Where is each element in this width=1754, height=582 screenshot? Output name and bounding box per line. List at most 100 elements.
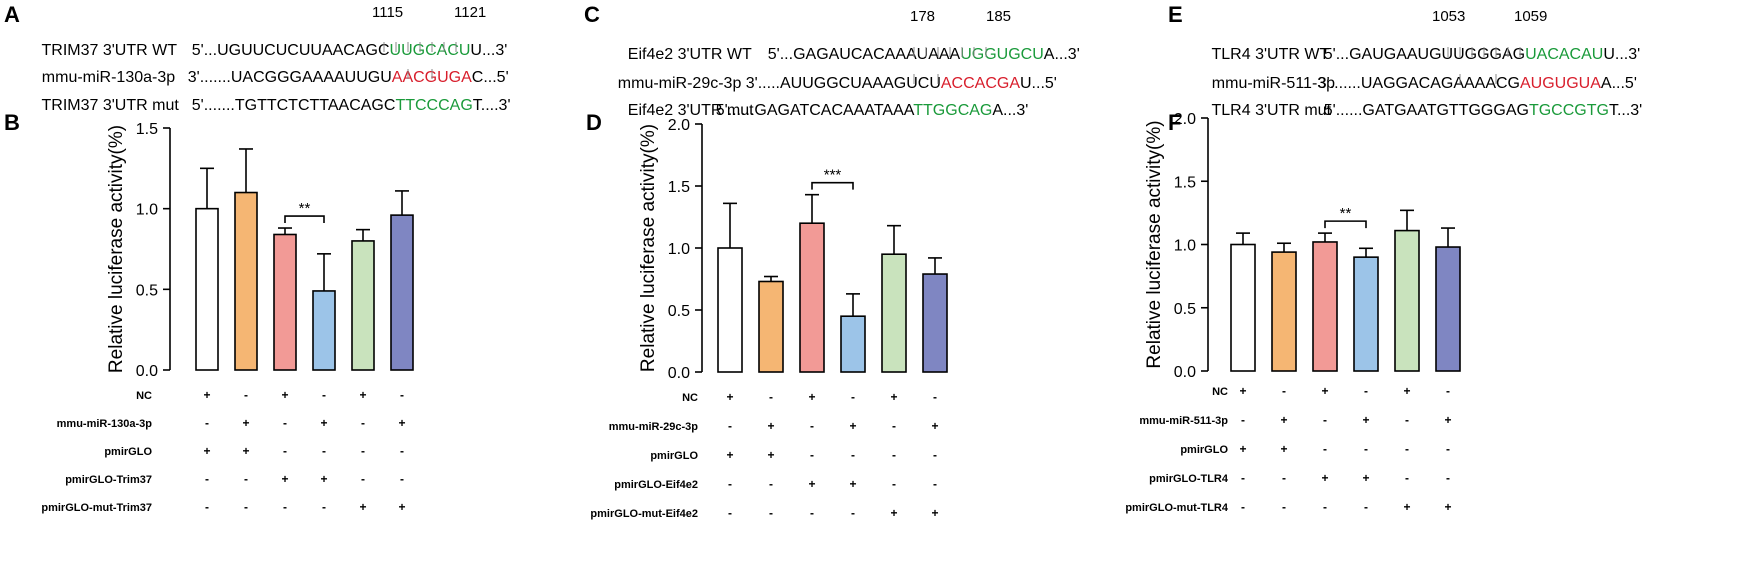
y-tick-label: 1.0 xyxy=(1174,238,1196,255)
condition-label: pmirGLO-TLR4 xyxy=(1149,473,1229,485)
significance-bracket xyxy=(811,181,854,190)
condition-sign: + xyxy=(726,390,733,404)
wt-seq-prefix: 5'...UGUUCUCUUAACAGC xyxy=(191,42,390,59)
bar xyxy=(234,191,258,371)
mut-utr-row: TLR4 3'UTR mut xyxy=(1194,84,1332,138)
bar xyxy=(1312,241,1338,372)
y-tick-label: 1.0 xyxy=(668,241,690,258)
wt-utr-sequence: 5'...GAGAUCACAAAUAAAUGGUGCUA...3' xyxy=(750,28,1080,82)
condition-label: mmu-miR-130a-3p xyxy=(57,418,153,430)
mut-utr-label: Eif4e2 3'UTR mut xyxy=(627,102,754,119)
y-tick-label: 1.5 xyxy=(1174,174,1196,191)
mut-utr-label: TRIM37 3'UTR mut xyxy=(41,97,179,114)
bar xyxy=(1271,251,1297,372)
condition-label: pmirGLO xyxy=(1180,444,1228,456)
wt-seq-suffix: U...3' xyxy=(470,42,508,59)
condition-sign: - xyxy=(322,500,326,514)
bar xyxy=(799,222,825,373)
condition-sign: - xyxy=(851,506,855,520)
condition-sign: + xyxy=(203,388,210,402)
condition-sign: - xyxy=(933,390,937,404)
condition-sign: + xyxy=(890,390,897,404)
condition-sign: + xyxy=(931,506,938,520)
wt-seq-suffix: U...3' xyxy=(1603,46,1641,63)
panel-tlr4: E 1053 1059 TLR4 3'UTR WT 5'...GAUGAAUGU… xyxy=(1125,0,1754,582)
mirna-seq-site: ACCACGA xyxy=(940,75,1020,92)
condition-sign: + xyxy=(1362,471,1369,485)
condition-sign: + xyxy=(359,388,366,402)
y-tick-label: 1.0 xyxy=(136,202,158,219)
mirna-label: mmu-miR-29c-3p xyxy=(617,75,742,92)
condition-sign: - xyxy=(1282,500,1286,514)
condition-sign: - xyxy=(322,444,326,458)
mirna-seq-suffix: U...5' xyxy=(1020,75,1057,92)
wt-utr-label: TRIM37 3'UTR WT xyxy=(41,42,178,59)
condition-sign: - xyxy=(933,477,937,491)
condition-sign: - xyxy=(1323,413,1327,427)
mut-seq-site: TGCCGTG xyxy=(1528,102,1609,119)
y-tick-label: 2.0 xyxy=(668,117,690,134)
condition-sign: - xyxy=(1446,471,1450,485)
significance-label: *** xyxy=(824,167,842,184)
condition-sign: - xyxy=(244,500,248,514)
y-tick-label: 0.5 xyxy=(136,282,158,299)
y-axis-label: Relative luciferase activity(%) xyxy=(638,124,659,372)
bar xyxy=(881,253,907,373)
condition-label: pmirGLO-Trim37 xyxy=(65,474,152,486)
bar xyxy=(390,214,414,371)
panel-letter-f: F xyxy=(1168,110,1182,135)
mirna-label: mmu-miR-130a-3p xyxy=(41,69,176,86)
condition-sign: - xyxy=(728,506,732,520)
condition-sign: - xyxy=(1241,471,1245,485)
condition-label: NC xyxy=(136,390,152,402)
y-tick-label: 1.5 xyxy=(136,121,158,138)
condition-label: pmirGLO-mut-TLR4 xyxy=(1125,502,1229,514)
bar xyxy=(273,233,297,371)
y-tick-label: 2.0 xyxy=(1174,111,1196,128)
significance-label: ** xyxy=(1340,205,1352,222)
mut-seq-site: TTGGCAG xyxy=(913,102,993,119)
condition-sign: - xyxy=(810,419,814,433)
condition-label: pmirGLO xyxy=(650,450,698,462)
wt-seq-site: UACACAU xyxy=(1525,46,1604,63)
base-pairing-lines xyxy=(383,42,457,79)
condition-sign: + xyxy=(1280,413,1287,427)
mirna-seq-suffix: C...5' xyxy=(471,69,509,86)
site-start-position: 1053 xyxy=(1432,8,1466,25)
mut-seq-prefix: 5'......GAGATCACAAATAAA xyxy=(715,102,914,119)
y-tick-label: 0.5 xyxy=(668,303,690,320)
y-tick-label: 0.0 xyxy=(668,365,690,382)
mut-seq-suffix: T....3' xyxy=(472,97,511,114)
y-axis-label: Relative luciferase activity(%) xyxy=(1144,120,1165,368)
condition-label: pmirGLO xyxy=(104,446,152,458)
condition-label: NC xyxy=(1212,386,1228,398)
condition-sign: + xyxy=(242,444,249,458)
bar xyxy=(758,280,784,373)
wt-utr-label: TLR4 3'UTR WT xyxy=(1211,46,1330,63)
condition-sign: - xyxy=(769,390,773,404)
mirna-row: mmu-miR-130a-3p xyxy=(24,51,175,105)
panel-letter-e: E xyxy=(1168,2,1183,27)
condition-sign: - xyxy=(1323,500,1327,514)
mirna-seq-suffix: A...5' xyxy=(1600,75,1637,92)
panel-eif4e2: C 178 185 Eif4e2 3'UTR WT 5'...GAGAUCACA… xyxy=(584,0,1168,582)
base-pairing-lines xyxy=(913,47,987,84)
condition-sign: - xyxy=(1405,413,1409,427)
mirna-seq-prefix: 3'.......UAGGACAGAAAACG xyxy=(1317,75,1520,92)
condition-sign: - xyxy=(244,472,248,486)
condition-sign: + xyxy=(1403,384,1410,398)
condition-sign: + xyxy=(808,390,815,404)
bar xyxy=(840,315,866,373)
mirna-seq-prefix: 3'.....AUUGGCUAAAGUCU xyxy=(745,75,941,92)
condition-sign: - xyxy=(1405,471,1409,485)
bar xyxy=(1435,246,1461,372)
mut-utr-row: TRIM37 3'UTR mut xyxy=(24,79,179,133)
condition-sign: + xyxy=(767,448,774,462)
condition-sign: - xyxy=(283,416,287,430)
condition-sign: - xyxy=(892,477,896,491)
condition-sign: - xyxy=(361,416,365,430)
y-tick-label: 0.0 xyxy=(1174,364,1196,381)
mirna-seq-prefix: 3'.......UACGGGAAAAUUGU xyxy=(187,69,392,86)
condition-sign: + xyxy=(398,500,405,514)
condition-sign: + xyxy=(1444,413,1451,427)
